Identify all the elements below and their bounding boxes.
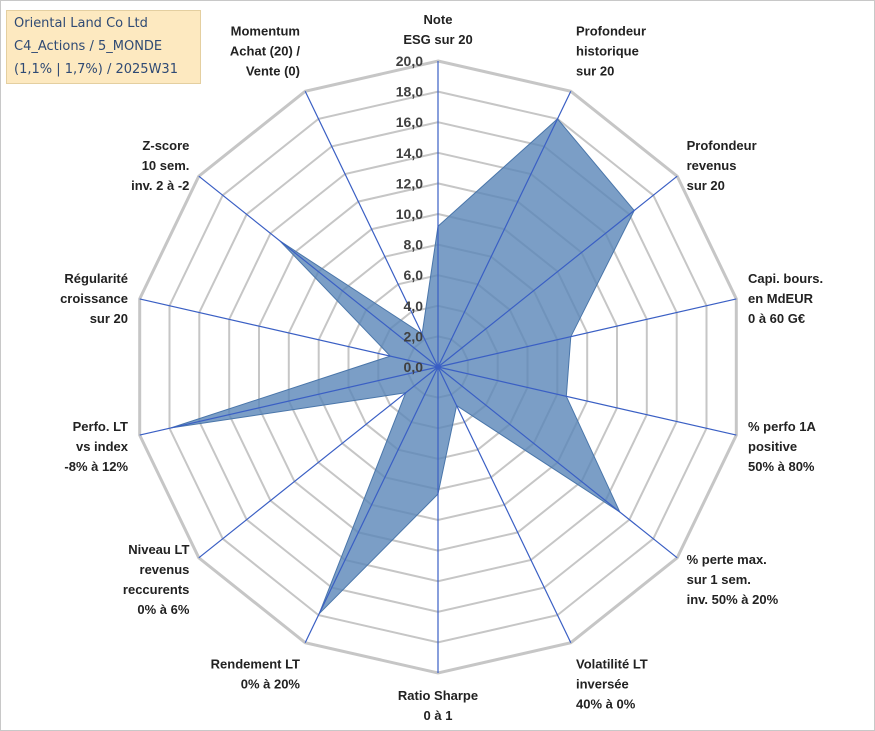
category-label: Note ESG sur 20	[403, 12, 472, 47]
category-label-line: Volatilité LT	[576, 657, 648, 672]
category-label-line: 0% à 20%	[241, 677, 301, 692]
category-label-line: 0 à 1	[424, 708, 453, 723]
category-label-line: revenus	[687, 158, 737, 173]
radial-tick-label: 10,0	[396, 206, 423, 222]
title-line-period: (1,1% | 1,7%) / 2025W31	[14, 62, 178, 77]
axis-spoke	[198, 366, 439, 559]
category-label-line: historique	[576, 44, 639, 59]
category-label: % perfo 1A positive 50% à 80%	[748, 419, 817, 474]
data-point	[318, 612, 321, 615]
radial-tick-label: 16,0	[396, 114, 423, 130]
data-point	[437, 493, 440, 496]
chart-title-box: Oriental Land Co Ltd C4_Actions / 5_MOND…	[6, 10, 201, 84]
category-label-line: Achat (20) /	[230, 44, 300, 59]
category-label-line: sur 20	[576, 64, 614, 79]
axis-spoke	[437, 366, 678, 559]
category-label-line: Perfo. LT	[73, 419, 128, 434]
axis-spoke	[437, 298, 737, 368]
data-point	[437, 225, 440, 228]
axis-spoke	[437, 175, 678, 368]
data-point	[565, 395, 568, 398]
radial-tick-label: 12,0	[396, 175, 423, 191]
category-label-line: % perfo 1A	[748, 419, 817, 434]
category-label-line: inv. 50% à 20%	[687, 592, 779, 607]
title-line-category: C4_Actions / 5_MONDE	[14, 39, 163, 54]
category-label-line: Note	[424, 12, 453, 27]
radial-tick-label: 8,0	[404, 237, 424, 253]
category-label: Rendement LT 0% à 20%	[211, 657, 301, 692]
category-label-line: Vente (0)	[246, 64, 300, 79]
data-point	[455, 404, 458, 407]
axis-spoke	[198, 175, 439, 368]
category-label-line: 50% à 80%	[748, 459, 815, 474]
category-label-line: Momentum	[231, 24, 300, 39]
radial-tick-label: 0,0	[404, 359, 424, 375]
axis-spoke	[437, 366, 572, 643]
data-point	[389, 355, 392, 358]
axis-spoke	[437, 91, 572, 368]
category-label-line: Capi. bours.	[748, 271, 823, 286]
category-label: Volatilité LT inversée 40% à 0%	[576, 657, 648, 712]
category-label-line: 40% à 0%	[576, 697, 636, 712]
category-label-line: 0 à 60 G€	[748, 311, 805, 326]
category-label-line: reccurents	[123, 582, 189, 597]
category-label-line: Ratio Sharpe	[398, 688, 478, 703]
category-label-line: Z-score	[142, 138, 189, 153]
radial-tick-label: 4,0	[404, 298, 424, 314]
category-label-line: Profondeur	[687, 138, 757, 153]
axis-spoke	[304, 366, 439, 643]
category-label: Z-score 10 sem. inv. 2 à -2	[131, 138, 189, 193]
category-label: Profondeur revenus sur 20	[687, 138, 757, 193]
category-label: Capi. bours. en MdEUR 0 à 60 G€	[748, 271, 823, 326]
category-label-line: revenus	[140, 562, 190, 577]
category-label-line: Profondeur	[576, 24, 646, 39]
title-line-company: Oriental Land Co Ltd	[14, 16, 148, 31]
data-point	[569, 335, 572, 338]
category-label-line: inv. 2 à -2	[131, 178, 189, 193]
data-point	[556, 117, 559, 120]
radial-tick-label: 20,0	[396, 53, 423, 69]
radial-tick-label: 14,0	[396, 145, 423, 161]
category-label-line: sur 1 sem.	[687, 572, 751, 587]
category-label: Régularité croissance sur 20	[60, 271, 128, 326]
category-label: Momentum Achat (20) / Vente (0)	[230, 24, 300, 79]
axis-spoke	[139, 298, 439, 368]
category-label: Profondeur historique sur 20	[576, 24, 646, 79]
data-point	[618, 511, 621, 514]
axis-spoke	[304, 91, 439, 368]
data-point	[404, 391, 407, 394]
radial-tick-label: 6,0	[404, 267, 424, 283]
category-label-line: croissance	[60, 291, 128, 306]
radial-tick-label: 18,0	[396, 84, 423, 100]
category-label-line: positive	[748, 439, 797, 454]
category-label: % perte max. sur 1 sem. inv. 50% à 20%	[687, 552, 779, 607]
category-label-line: sur 20	[90, 311, 128, 326]
category-label-line: Niveau LT	[128, 542, 189, 557]
category-label-line: en MdEUR	[748, 291, 814, 306]
category-label: Perfo. LT vs index -8% à 12%	[64, 419, 128, 474]
category-label-line: sur 20	[687, 178, 725, 193]
category-label-line: -8% à 12%	[64, 459, 128, 474]
radial-tick-label: 2,0	[404, 328, 424, 344]
category-label-line: ESG sur 20	[403, 32, 472, 47]
category-label-line: Régularité	[64, 271, 128, 286]
axis-spoke	[437, 366, 737, 436]
category-label-line: 0% à 6%	[137, 602, 189, 617]
data-point	[633, 209, 636, 212]
category-label-line: inversée	[576, 677, 629, 692]
data-point	[279, 240, 282, 243]
axis-spoke	[139, 366, 439, 436]
category-label-line: % perte max.	[687, 552, 767, 567]
category-label: Niveau LT revenus reccurents 0% à 6%	[123, 542, 190, 617]
data-point	[170, 426, 173, 429]
category-label-line: Rendement LT	[211, 657, 300, 672]
category-label-line: vs index	[76, 439, 129, 454]
category-label: Ratio Sharpe 0 à 1	[398, 688, 478, 723]
category-label-line: 10 sem.	[142, 158, 190, 173]
